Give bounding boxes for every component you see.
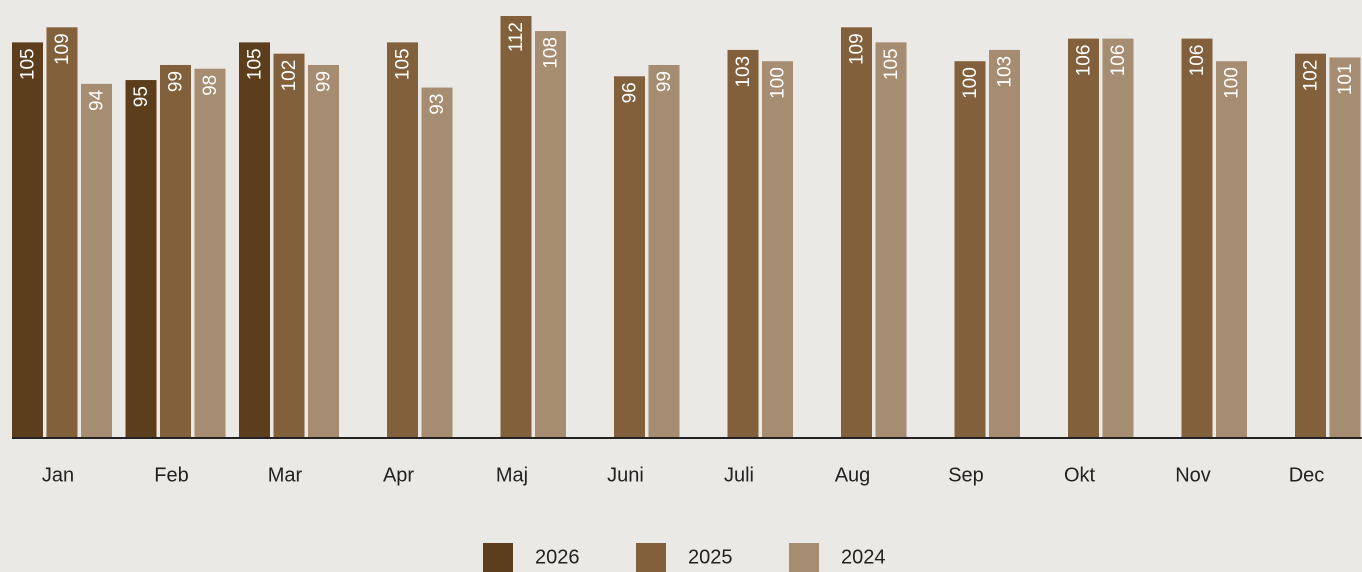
bar [194,68,226,438]
bar [500,16,532,438]
bar [535,31,566,438]
bar [421,87,453,438]
data-label: 95 [131,86,152,107]
x-tick-label: Juni [607,464,644,486]
bar [273,53,305,439]
bar [989,49,1020,439]
data-label: 103 [995,56,1016,88]
bar [954,61,986,438]
data-label: 98 [200,75,221,96]
x-tick-label: Nov [1175,464,1211,486]
data-label: 105 [881,48,902,80]
bar [1102,38,1134,438]
data-label: 109 [847,33,868,65]
legend-swatch [483,543,513,572]
bar [841,27,872,439]
x-tick-label: Apr [383,464,414,486]
data-label: 100 [1222,67,1243,99]
data-label: 106 [1074,45,1095,77]
x-tick-label: Mar [268,464,303,486]
bar [160,64,191,438]
bar [1181,38,1213,438]
bar [308,64,339,438]
data-label: 93 [427,94,448,115]
bar [46,27,78,439]
data-label: 105 [18,48,39,80]
legend-label: 2024 [841,546,886,568]
data-label: 112 [506,22,527,52]
x-tick-label: Aug [835,464,871,486]
legend-swatch [636,543,666,572]
data-label: 102 [279,60,300,92]
x-tick-label: Juli [724,464,754,486]
bar [1216,61,1247,438]
x-tick-label: Maj [496,464,528,486]
x-tick-label: Okt [1064,464,1096,486]
data-label: 102 [1301,60,1322,92]
data-label: 101 [1335,63,1356,95]
bar [239,42,270,438]
data-label: 106 [1108,45,1129,77]
x-tick-label: Dec [1289,464,1325,486]
data-label: 105 [393,48,414,80]
bar [1068,38,1099,438]
bar [387,42,418,438]
data-label: 108 [541,37,562,69]
bar [125,80,157,438]
bar [12,42,43,438]
data-label: 109 [52,33,73,65]
bar [1329,57,1361,438]
bar [875,42,907,438]
data-label: 96 [620,82,641,103]
bar [81,83,112,439]
data-label: 106 [1187,45,1208,77]
data-label: 99 [654,71,675,92]
legend-label: 2025 [688,546,733,568]
x-tick-label: Sep [948,464,984,486]
data-label: 103 [733,56,754,88]
bar [727,49,759,439]
legend-label: 2026 [535,546,580,568]
data-label: 100 [768,67,789,99]
bar [648,64,680,438]
legend-swatch [789,543,819,572]
x-tick-label: Feb [154,464,188,486]
data-label: 94 [87,89,108,111]
data-label: 99 [314,71,335,92]
data-label: 100 [960,67,981,99]
data-label: 105 [245,48,266,80]
data-label: 99 [166,71,187,92]
bar [1295,53,1326,439]
bar [614,76,645,439]
bar [762,61,793,438]
x-tick-label: Jan [42,464,74,486]
